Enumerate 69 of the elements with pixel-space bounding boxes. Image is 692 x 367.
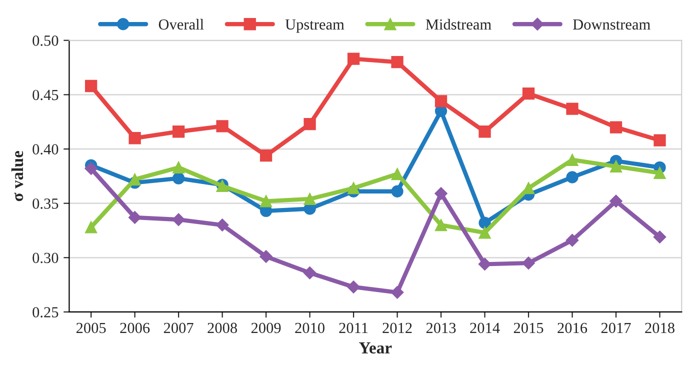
x-tick-label: 2012 — [382, 322, 412, 334]
point — [216, 120, 228, 132]
point — [172, 126, 185, 138]
point — [260, 149, 272, 162]
point — [260, 250, 272, 263]
point — [566, 234, 579, 247]
legend-label: Overall — [158, 18, 204, 30]
x-tick-label: 2014 — [470, 322, 500, 334]
point — [610, 194, 622, 208]
y-tick-label: 0.50 — [32, 36, 58, 46]
point — [391, 56, 404, 68]
point — [610, 121, 622, 134]
point — [478, 216, 491, 229]
point — [172, 213, 185, 226]
point — [84, 80, 98, 92]
point — [566, 102, 578, 115]
x-tick-label: 2010 — [295, 322, 324, 334]
x-tick-label: 2015 — [514, 322, 544, 334]
x-tick-label: 2018 — [645, 322, 674, 334]
legend-label: Downstream — [573, 19, 650, 30]
x-tick-label: 2008 — [208, 322, 237, 334]
x-tick-label: 2016 — [558, 322, 588, 334]
y-tick-label: 0.25 — [32, 307, 58, 318]
y-tick-label: 0.45 — [32, 90, 58, 100]
legend-label: Midstream — [426, 18, 492, 30]
point — [260, 195, 272, 208]
y-tick-label: 0.35 — [32, 198, 58, 209]
point — [304, 118, 316, 130]
x-tick-label: 2005 — [76, 322, 106, 334]
x-tick-label: 2017 — [601, 322, 631, 334]
y-axis-title: σ value — [11, 150, 24, 202]
point — [434, 95, 448, 108]
point — [172, 161, 185, 174]
x-axis-title: Year — [359, 342, 392, 354]
point — [478, 258, 492, 271]
point — [128, 211, 142, 224]
point — [347, 182, 360, 194]
point — [434, 187, 448, 200]
point — [347, 280, 360, 294]
point — [478, 226, 491, 239]
x-tick-label: 2006 — [120, 322, 150, 334]
point — [522, 88, 535, 100]
point — [610, 160, 622, 172]
y-tick-label: 0.40 — [32, 144, 58, 155]
point — [391, 185, 404, 198]
point — [84, 221, 98, 234]
x-tick-label: 2009 — [251, 322, 281, 334]
point — [478, 126, 491, 138]
point — [304, 192, 316, 206]
point — [566, 154, 578, 166]
point — [172, 172, 185, 184]
point — [434, 218, 448, 232]
point — [303, 266, 316, 280]
point — [654, 166, 666, 179]
point — [128, 132, 141, 144]
y-tick-label: 0.30 — [32, 252, 58, 264]
point — [654, 134, 666, 146]
x-tick-label: 2013 — [426, 322, 456, 334]
point — [522, 256, 535, 270]
legend-label: Upstream — [285, 19, 344, 33]
point — [390, 286, 404, 299]
point — [566, 171, 578, 184]
point — [84, 162, 98, 175]
x-tick-label: 2007 — [164, 322, 194, 334]
point — [653, 230, 666, 244]
x-tick-label: 2011 — [339, 322, 368, 334]
point — [391, 168, 404, 180]
point — [347, 52, 360, 65]
point — [216, 218, 229, 232]
